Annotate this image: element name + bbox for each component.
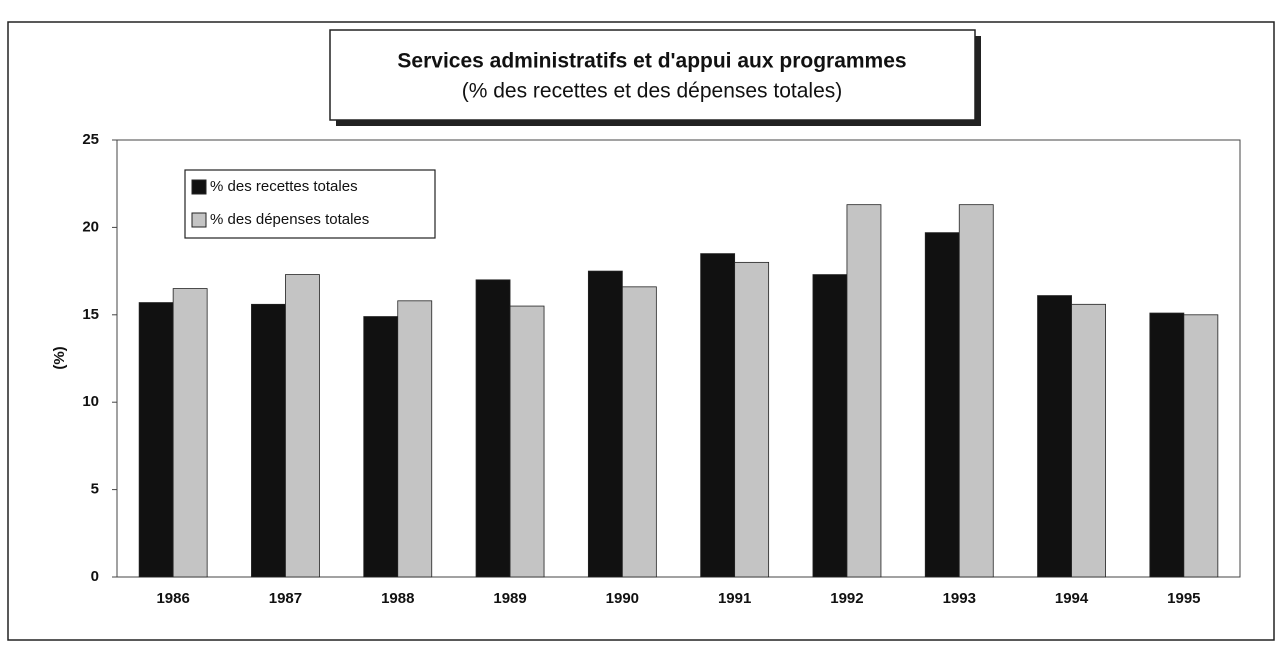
- legend-label: % des recettes totales: [210, 178, 358, 195]
- bar: [172, 288, 208, 578]
- bar: [621, 286, 657, 578]
- x-tick-label: 1989: [493, 590, 526, 607]
- bar: [363, 316, 399, 578]
- bar: [734, 261, 770, 578]
- chart-title: Services administratifs et d'appui aux p…: [397, 50, 906, 73]
- bar: [1183, 314, 1219, 578]
- x-tick-label: 1994: [1055, 590, 1089, 607]
- x-tick-label: 1987: [269, 590, 302, 607]
- x-tick-label: 1992: [830, 590, 863, 607]
- outer-frame: [7, 21, 1275, 641]
- y-tick-label: 25: [82, 131, 99, 148]
- bar: [958, 204, 994, 578]
- bar: [1037, 295, 1072, 578]
- bar: [812, 274, 848, 578]
- bar: [397, 300, 433, 578]
- bar: [924, 232, 960, 578]
- y-tick-label: 0: [91, 568, 99, 585]
- bar: [846, 204, 882, 578]
- legend-swatch: [191, 212, 207, 228]
- x-tick-label: 1990: [606, 590, 639, 607]
- bar: [475, 279, 511, 578]
- y-tick-label: 15: [82, 306, 99, 323]
- chart-subtitle: (% des recettes et des dépenses totales): [462, 80, 843, 103]
- legend-label: % des dépenses totales: [210, 211, 369, 228]
- plot-frame: [116, 139, 1241, 578]
- bar: [1149, 312, 1185, 578]
- bar: [251, 303, 286, 578]
- title-box: [329, 29, 976, 121]
- bar: [700, 253, 736, 578]
- y-axis-label: (%): [51, 346, 68, 369]
- x-tick-label: 1995: [1167, 590, 1200, 607]
- y-tick-label: 5: [91, 481, 99, 498]
- x-tick-label: 1993: [943, 590, 976, 607]
- y-tick-label: 20: [82, 218, 99, 235]
- x-tick-label: 1986: [156, 590, 189, 607]
- bar: [509, 305, 545, 578]
- x-tick-label: 1988: [381, 590, 414, 607]
- bar: [138, 302, 174, 578]
- bar: [587, 270, 623, 578]
- legend-box: [184, 169, 436, 239]
- x-tick-label: 1991: [718, 590, 751, 607]
- y-tick-label: 10: [82, 393, 99, 410]
- bar: [285, 274, 320, 578]
- bar: [1071, 303, 1106, 578]
- legend-swatch: [191, 179, 207, 195]
